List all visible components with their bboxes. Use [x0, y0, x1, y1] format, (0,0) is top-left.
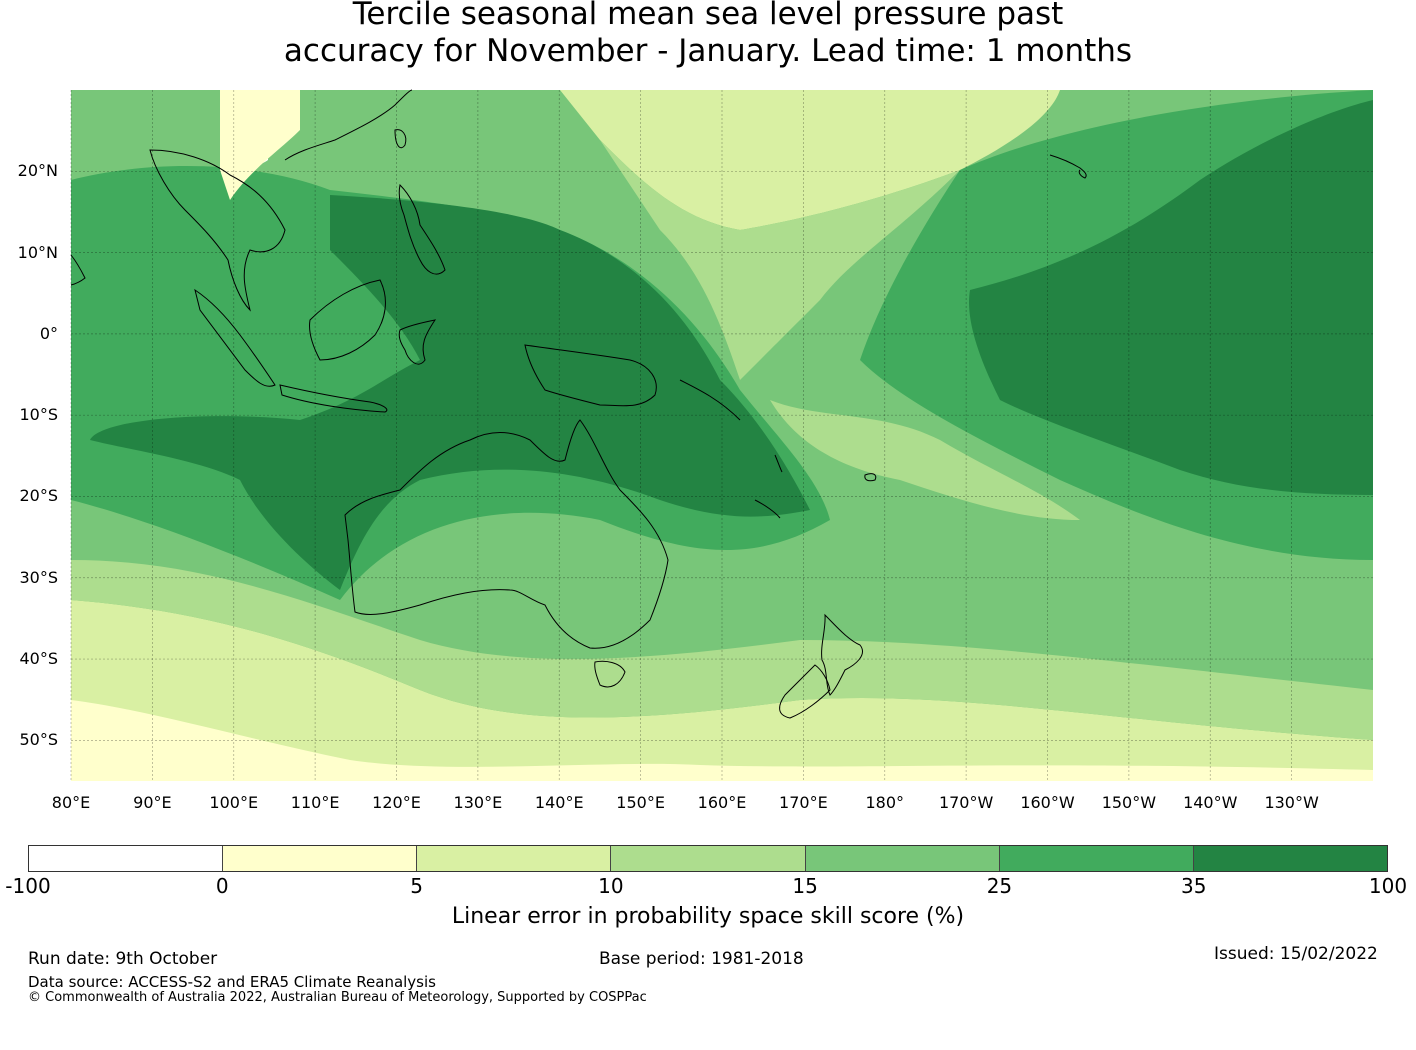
skill-score-map: [70, 89, 1373, 781]
coastline-sumatra: [194, 288, 276, 387]
longitude-label: 120°E: [372, 793, 421, 812]
longitude-label: 170°W: [938, 793, 994, 812]
coastline-indochina: [149, 149, 286, 312]
longitude-label: 100°E: [209, 793, 259, 812]
base-period: Base period: 1981-2018: [599, 949, 804, 969]
colorbar-tick-label: 25: [986, 874, 1013, 898]
map-field: [71, 90, 1373, 781]
coastline-philippines: [398, 183, 446, 275]
field-band-dark-east: [969, 100, 1373, 495]
copyright: © Commonwealth of Australia 2022, Austra…: [28, 990, 647, 1005]
colorbar-tick-label: 100: [1368, 874, 1408, 898]
coastline-china: [284, 89, 413, 161]
coastlines: [70, 89, 1087, 719]
coastline-borneo: [309, 279, 386, 361]
colorbar-tick-label: 15: [792, 874, 818, 898]
coastline-vanuatu: [774, 454, 783, 473]
coastline-hawaii: [1049, 154, 1087, 179]
latitude-label: 50°S: [19, 730, 58, 750]
longitude-label: 180°: [865, 793, 905, 812]
field-patch-pale-north: [220, 90, 300, 200]
longitude-label: 150°W: [1101, 793, 1157, 812]
colorbar-segment: [611, 846, 806, 871]
field-band-palest: [71, 700, 1373, 781]
coastline-new-zealand-south: [779, 664, 831, 719]
colorbar-tick-label: 10: [598, 874, 624, 898]
colorbar-tick-label: 0: [215, 874, 229, 898]
coastline-new-guinea: [524, 344, 657, 407]
longitude-label: 170°E: [779, 793, 828, 812]
coastline-solomon-islands: [679, 379, 741, 421]
coastline-taiwan: [394, 129, 407, 149]
coastline-new-zealand-north: [821, 613, 863, 696]
data-source: Data source: ACCESS-S2 and ERA5 Climate …: [28, 973, 436, 991]
chart-title-line-2: accuracy for November - January. Lead ti…: [283, 33, 1133, 69]
latitude-label: 20°N: [17, 161, 58, 181]
colorbar-segment: [223, 846, 418, 871]
colorbar: [28, 845, 1388, 872]
coastline-fiji: [864, 473, 877, 482]
longitude-label: 140°W: [1183, 793, 1238, 812]
longitude-label: 160°E: [697, 793, 747, 812]
field-band-south-mid: [71, 560, 1373, 740]
field-band-dark-west: [90, 195, 810, 590]
field-band-north-mid: [600, 140, 960, 380]
colorbar-segment: [1193, 846, 1387, 871]
latitude-label: 0°: [39, 323, 58, 343]
field-band-light-south: [71, 600, 1373, 781]
colorbar-segment: [29, 846, 224, 871]
latitude-label: 20°S: [19, 486, 58, 506]
colorbar-label: Linear error in probability space skill …: [451, 904, 965, 929]
coastline-java: [279, 384, 388, 413]
latitude-label: 10°N: [17, 242, 58, 262]
latitude-label: 30°S: [19, 567, 58, 587]
colorbar-tick-label: -100: [5, 874, 51, 898]
field-band-light-north: [560, 90, 1060, 230]
longitude-label: 140°E: [534, 793, 584, 812]
coastline-sulawesi: [398, 319, 437, 365]
coastline-australia: [344, 419, 669, 649]
longitude-label: 110°E: [290, 793, 340, 812]
gridlines: [70, 90, 1373, 781]
coastline-india-tip: [70, 254, 86, 286]
longitude-label: 90°E: [133, 793, 172, 812]
colorbar-tick-label: 5: [410, 874, 423, 898]
run-date: Run date: 9th October: [28, 949, 218, 969]
chart-title-line-1: Tercile seasonal mean sea level pressure…: [352, 0, 1064, 32]
issued-date: Issued: 15/02/2022: [1214, 944, 1378, 964]
coastline-new-caledonia: [754, 499, 781, 519]
colorbar-segment: [805, 846, 1000, 871]
longitude-label: 80°E: [51, 793, 91, 812]
coastline-tasmania: [594, 660, 626, 688]
colorbar-tick-label: 35: [1180, 874, 1207, 898]
colorbar-segment: [999, 846, 1194, 871]
latitude-label: 40°S: [19, 649, 58, 669]
longitude-label: 130°E: [453, 793, 503, 812]
colorbar-segment: [417, 846, 612, 871]
latitude-label: 10°S: [19, 405, 58, 425]
longitude-label: 160°W: [1020, 793, 1075, 812]
longitude-label: 150°E: [616, 793, 665, 812]
longitude-label: 130°W: [1264, 793, 1319, 812]
field-lobe-light-central: [770, 400, 1080, 520]
